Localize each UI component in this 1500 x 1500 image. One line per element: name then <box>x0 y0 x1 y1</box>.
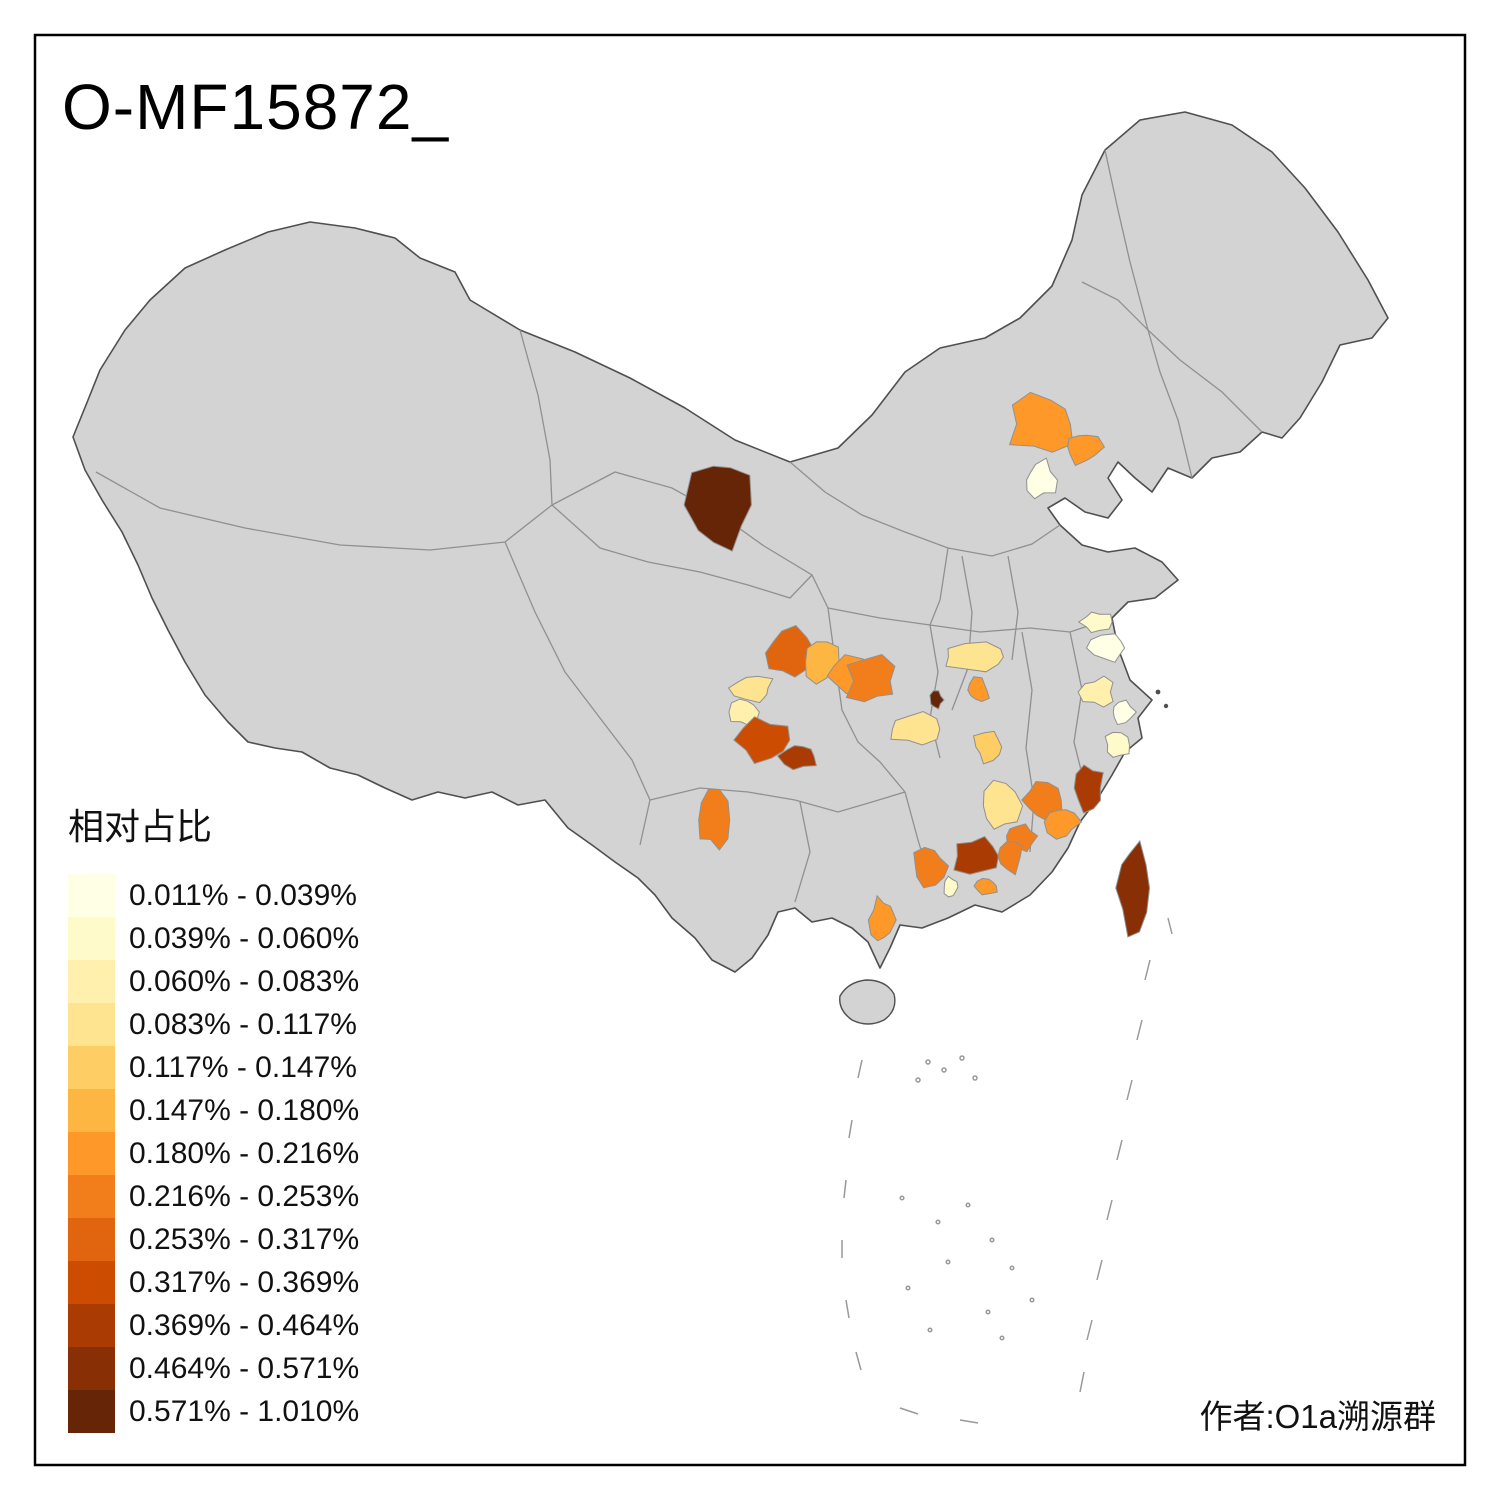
region-chengdu-plain <box>727 675 774 704</box>
legend-swatch <box>68 1218 115 1261</box>
legend-item: 0.083% - 0.117% <box>68 1003 488 1046</box>
legend-item: 0.117% - 0.147% <box>68 1046 488 1089</box>
legend: 相对占比 0.011% - 0.039% 0.039% - 0.060% 0.060… <box>68 798 488 1433</box>
legend-item: 0.369% - 0.464% <box>68 1304 488 1347</box>
legend-item: 0.317% - 0.369% <box>68 1261 488 1304</box>
legend-label: 0.571% - 1.010% <box>129 1394 360 1428</box>
region-yunnan-central <box>698 788 731 851</box>
legend-item: 0.253% - 0.317% <box>68 1218 488 1261</box>
legend-label: 0.117% - 0.147% <box>129 1050 357 1084</box>
legend-label: 0.464% - 0.571% <box>129 1351 360 1385</box>
region-gansu-wuwei <box>683 465 752 552</box>
region-hunan-south <box>982 779 1024 830</box>
coastal-islet <box>1163 703 1169 709</box>
region-zhanjiang <box>867 894 897 942</box>
legend-item: 0.464% - 0.571% <box>68 1347 488 1390</box>
legend-label: 0.369% - 0.464% <box>129 1308 360 1342</box>
region-fujian-coast <box>1073 764 1104 814</box>
region-wuzhou <box>973 877 998 896</box>
legend-item: 0.011% - 0.039% <box>68 874 488 917</box>
legend-swatch <box>68 1261 115 1304</box>
region-sichuan-leshan <box>733 716 791 765</box>
region-zhejiang-pale <box>1077 675 1114 708</box>
legend-swatch <box>68 960 115 1003</box>
legend-label: 0.147% - 0.180% <box>129 1093 360 1127</box>
region-jiangsu-pale <box>1077 611 1113 634</box>
legend-swatch <box>68 1089 115 1132</box>
region-shanghai-pale <box>1085 633 1126 663</box>
region-beijing <box>1026 457 1059 500</box>
region-taiwan <box>1115 839 1151 938</box>
legend-swatch <box>68 1046 115 1089</box>
legend-item: 0.147% - 0.180% <box>68 1089 488 1132</box>
region-sichuan-yibin <box>776 745 817 771</box>
legend-title: 相对占比 <box>68 806 213 847</box>
attribution: 作者:O1a溯源群 <box>1199 1398 1436 1435</box>
region-zhejiang-coast <box>1112 699 1138 726</box>
region-liaoning-west <box>1067 434 1106 467</box>
legend-item: 0.571% - 1.010% <box>68 1390 488 1433</box>
legend-label: 0.039% - 0.060% <box>129 921 360 955</box>
region-henan-southwest <box>967 676 990 702</box>
plot-frame <box>33 33 1467 1467</box>
region-guangxi-east <box>913 846 950 889</box>
legend-label: 0.060% - 0.083% <box>129 964 360 998</box>
region-hunan-north <box>973 730 1003 765</box>
legend-item: 0.216% - 0.253% <box>68 1175 488 1218</box>
region-chongqing <box>845 653 896 703</box>
region-fujian-inland <box>1043 809 1083 840</box>
legend-item: 0.180% - 0.216% <box>68 1132 488 1175</box>
region-guangxi-pale <box>943 875 959 898</box>
region-sichuan-north <box>764 625 817 678</box>
hainan-island <box>839 979 896 1025</box>
sea-marks <box>841 917 1173 1424</box>
legend-swatch <box>68 1347 115 1390</box>
page-title: O-MF15872_ <box>62 71 450 143</box>
legend-swatch <box>68 1175 115 1218</box>
legend-items: 0.011% - 0.039% 0.039% - 0.060% 0.060% - 0… <box>68 874 488 1433</box>
legend-label: 0.216% - 0.253% <box>129 1179 360 1213</box>
legend-label: 0.011% - 0.039% <box>129 878 357 912</box>
region-zhejiang-south <box>1104 731 1131 758</box>
legend-swatch <box>68 1003 115 1046</box>
legend-label: 0.180% - 0.216% <box>129 1136 360 1170</box>
legend-item: 0.060% - 0.083% <box>68 960 488 1003</box>
region-guangdong-east <box>997 840 1023 876</box>
region-hubei-west <box>890 710 941 746</box>
region-guangdong-north <box>953 835 999 875</box>
legend-swatch <box>68 1132 115 1175</box>
legend-item: 0.039% - 0.060% <box>68 917 488 960</box>
coastal-islet <box>1155 689 1161 695</box>
legend-swatch <box>68 874 115 917</box>
region-central-dark-dot <box>929 690 945 710</box>
legend-label: 0.253% - 0.317% <box>129 1222 360 1256</box>
region-shaanxi-south <box>945 641 1004 673</box>
legend-swatch <box>68 1304 115 1347</box>
legend-swatch <box>68 1390 115 1433</box>
region-hebei-chengde <box>1008 391 1074 453</box>
legend-label: 0.083% - 0.117% <box>129 1007 357 1041</box>
legend-label: 0.317% - 0.369% <box>129 1265 360 1299</box>
data-regions <box>683 391 1151 942</box>
legend-swatch <box>68 917 115 960</box>
